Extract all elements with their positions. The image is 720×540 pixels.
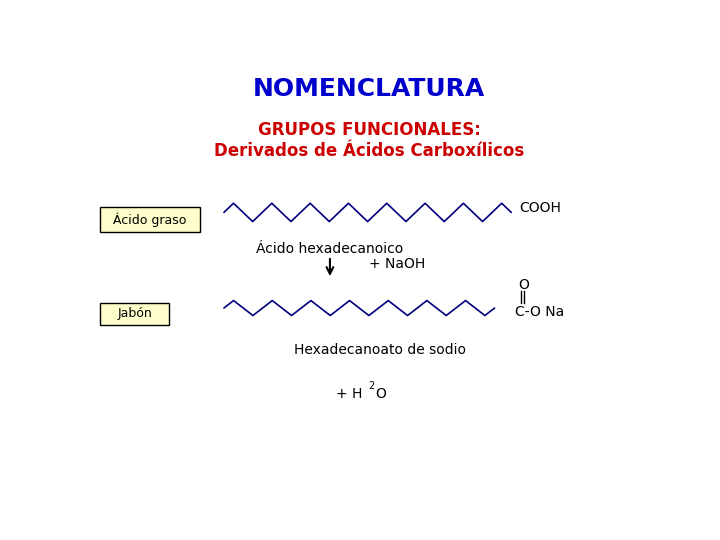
Text: COOH: COOH — [520, 201, 562, 215]
FancyBboxPatch shape — [100, 303, 169, 325]
Text: + H: + H — [336, 387, 362, 401]
Text: Derivados de Ácidos Carboxílicos: Derivados de Ácidos Carboxílicos — [214, 141, 524, 160]
Text: C-O Na: C-O Na — [515, 305, 564, 319]
Text: 2: 2 — [368, 381, 374, 391]
Text: O: O — [518, 278, 530, 292]
Text: O: O — [376, 387, 387, 401]
Text: Jabón: Jabón — [117, 307, 152, 320]
Text: Ácido hexadecanoico: Ácido hexadecanoico — [256, 241, 404, 255]
Text: Ácido graso: Ácido graso — [113, 212, 186, 227]
Text: GRUPOS FUNCIONALES:: GRUPOS FUNCIONALES: — [258, 121, 480, 139]
Text: + NaOH: + NaOH — [369, 258, 426, 272]
FancyBboxPatch shape — [100, 207, 200, 232]
Text: NOMENCLATURA: NOMENCLATURA — [253, 77, 485, 102]
Text: Hexadecanoato de sodio: Hexadecanoato de sodio — [294, 343, 466, 357]
